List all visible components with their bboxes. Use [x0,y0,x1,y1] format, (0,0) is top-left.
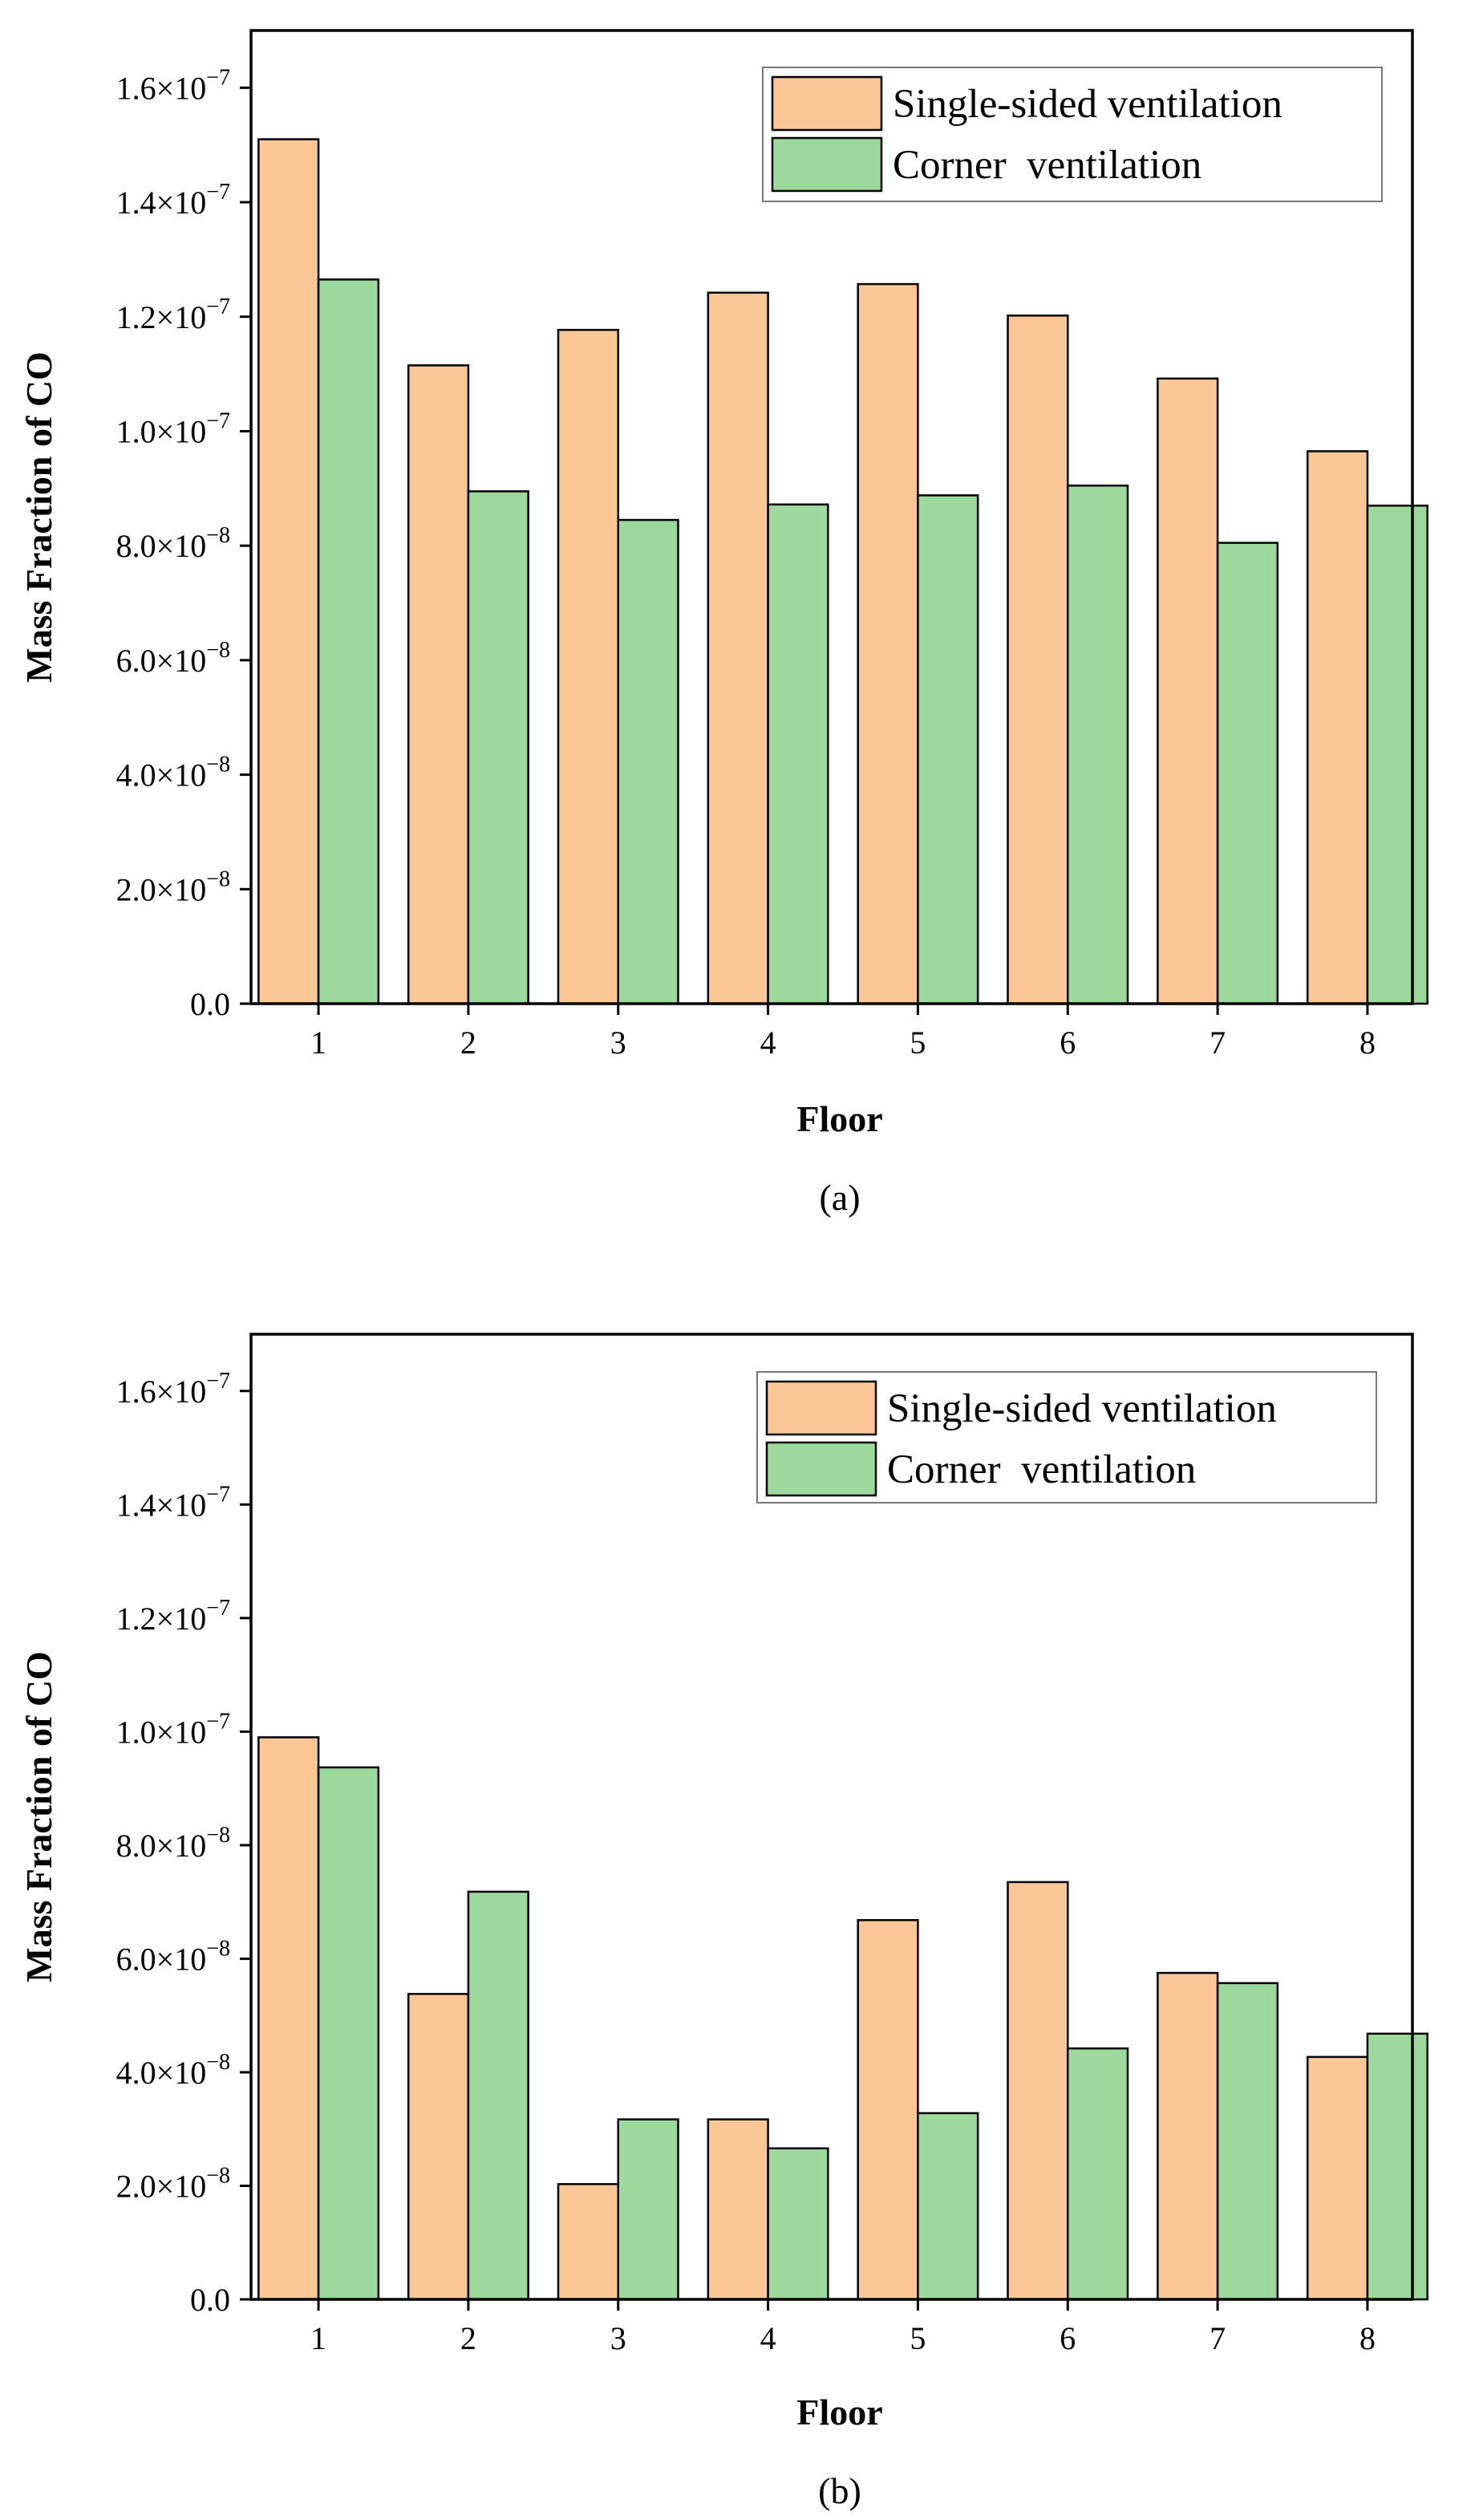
bar-single-sided-floor-7 [1157,1971,1219,2301]
bar-corner-floor-6 [1067,2047,1129,2301]
bar-single-sided-floor-4 [707,291,769,1005]
y-tick-label: 8.0×10−8 [116,1823,230,1864]
y-tick-label: 2.0×10−8 [116,2163,230,2204]
bar-single-sided-floor-3 [557,328,620,1005]
y-axis-title: Mass Fraction of CO [18,1651,59,1982]
bar-corner-floor-7 [1216,542,1279,1005]
panel-caption: (a) [819,1177,860,1218]
y-tick-label: 8.0×10−8 [116,523,230,564]
chart-panel-a: 0.0 2.0×10−8 4.0×10−8 6.0×10−8 8.0×10−8 1.0×1… [18,29,1428,1218]
bar-single-sided-floor-4 [707,2118,769,2301]
bar-single-sided-floor-2 [407,364,470,1005]
y-tick-label: 1.6×10−7 [116,65,230,106]
bar-corner-floor-1 [317,1766,380,2301]
bar-single-sided-floor-8 [1306,450,1369,1005]
y-tick-label: 2.0×10−8 [116,866,230,907]
x-tick-label: 1 [310,2320,326,2356]
legend-label-corner: Corner ventilation [893,143,1201,188]
bar-corner-floor-6 [1067,485,1129,1005]
bar-corner-floor-4 [767,2147,829,2301]
x-axis-title: Floor [796,1098,882,1139]
y-tick-label: 0.0 [190,2282,230,2318]
y-tick-label: 1.6×10−7 [116,1369,230,1410]
legend-swatch-corner [771,136,883,193]
bar-single-sided-floor-8 [1306,2055,1369,2301]
y-tick-label: 0.0 [190,986,230,1022]
x-tick-label: 8 [1359,1025,1376,1061]
bar-single-sided-floor-1 [257,138,320,1005]
legend-label-single-sided: Single-sided ventilation [893,82,1282,127]
bar-single-sided-floor-3 [557,2183,620,2301]
plot-frame [249,29,1414,1005]
bar-corner-floor-4 [767,503,829,1005]
plot-frame [249,1333,1414,2301]
bar-single-sided-floor-5 [857,1919,919,2301]
legend-label-corner: Corner ventilation [887,1447,1196,1492]
bar-single-sided-floor-6 [1007,314,1069,1005]
x-tick-label: 2 [460,2320,476,2356]
y-tick-label: 6.0×10−8 [116,638,230,679]
x-tick-label: 1 [310,1025,326,1061]
x-tick-label: 4 [760,1025,776,1061]
x-tick-label: 6 [1060,2320,1076,2356]
x-tick-label: 3 [610,1025,626,1061]
x-tick-label: 7 [1209,1025,1226,1061]
x-axis-title: Floor [796,2392,882,2433]
legend: Single-sided ventilation Corner ventilati… [756,1371,1377,1503]
y-tick-label: 4.0×10−8 [116,2050,230,2091]
y-tick-label: 6.0×10−8 [116,1936,230,1977]
legend-label-single-sided: Single-sided ventilation [887,1386,1277,1431]
x-tick-label: 4 [760,2320,776,2356]
chart-panel-b: 0.0 2.0×10−8 4.0×10−8 6.0×10−8 8.0×10−8 1.0×1… [18,1333,1428,2511]
bar-single-sided-floor-1 [257,1736,320,2301]
legend-swatch-single-sided [771,75,883,132]
bar-single-sided-floor-6 [1007,1881,1069,2301]
bar-corner-floor-2 [467,490,529,1005]
legend-swatch-single-sided [765,1380,877,1436]
x-tick-label: 5 [910,2320,926,2356]
y-tick-label: 1.0×10−7 [116,1709,230,1750]
bar-single-sided-floor-7 [1157,377,1219,1005]
y-tick-label: 1.4×10−7 [116,1482,230,1523]
bar-single-sided-floor-5 [857,282,919,1005]
y-tick-label: 1.0×10−7 [116,408,230,449]
x-tick-label: 3 [610,2320,626,2356]
bar-corner-floor-2 [467,1890,529,2301]
bar-corner-floor-5 [917,494,979,1005]
bar-corner-floor-7 [1216,1982,1279,2301]
y-tick-label: 1.2×10−7 [116,294,230,335]
y-tick-label: 1.4×10−7 [116,180,230,221]
y-axis-title: Mass Fraction of CO [18,351,59,683]
bar-corner-floor-5 [917,2112,979,2301]
bar-corner-floor-8 [1366,2032,1428,2301]
bar-single-sided-floor-2 [407,1993,470,2301]
x-tick-label: 7 [1209,2320,1226,2356]
legend: Single-sided ventilation Corner ventilati… [762,67,1383,202]
x-tick-label: 5 [910,1025,926,1061]
legend-swatch-corner [765,1441,877,1497]
bar-corner-floor-8 [1366,504,1428,1005]
panel-caption: (b) [818,2470,861,2511]
y-tick-label: 4.0×10−8 [116,753,230,793]
bar-corner-floor-1 [317,278,380,1005]
bar-corner-floor-3 [617,2118,679,2301]
x-tick-label: 6 [1060,1025,1076,1061]
y-tick-label: 1.2×10−7 [116,1596,230,1637]
bar-corner-floor-3 [617,518,679,1005]
x-tick-label: 8 [1359,2320,1376,2356]
x-tick-label: 2 [460,1025,476,1061]
